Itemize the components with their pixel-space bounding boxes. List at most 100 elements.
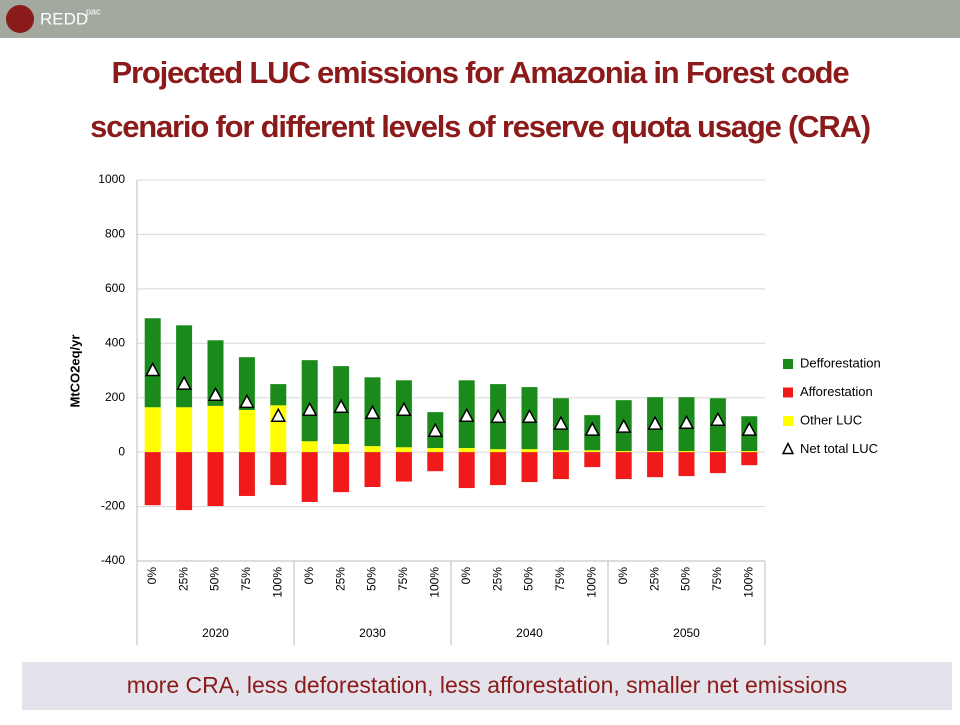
logo-icon	[6, 5, 34, 33]
bar-segment	[427, 448, 444, 453]
bar-segment	[270, 384, 287, 406]
legend-swatch	[783, 387, 793, 398]
net-marker	[396, 401, 412, 416]
x-tick-label: 25%	[176, 567, 190, 591]
bar-segment	[458, 448, 475, 453]
bar-segment	[144, 407, 161, 453]
bar-segment	[584, 452, 601, 468]
x-tick-label: 25%	[490, 567, 504, 591]
slide-title: scenario for different levels of reserve…	[90, 109, 870, 144]
net-marker	[176, 375, 192, 390]
legend-label: Defforestation	[800, 355, 881, 370]
bar-segment	[364, 446, 381, 453]
legend-label: Net total LUC	[800, 441, 878, 456]
x-tick-label: 75%	[710, 567, 724, 591]
net-marker	[678, 414, 695, 430]
y-tick-label: 0	[118, 444, 125, 458]
net-marker	[207, 386, 224, 402]
group-label: 2020	[202, 626, 229, 640]
x-tick-label: 0%	[616, 567, 630, 585]
x-tick-label: 100%	[584, 567, 598, 598]
y-tick-label: 200	[105, 390, 125, 404]
net-marker	[239, 393, 255, 409]
bar-segment	[395, 452, 412, 482]
bar-segment	[364, 452, 381, 487]
y-tick-label: 800	[105, 227, 125, 241]
footer-box	[22, 662, 952, 710]
y-axis-label: MtCO2eq/yr	[67, 335, 82, 408]
net-marker	[427, 422, 444, 437]
group-label: 2050	[673, 626, 700, 640]
bar-segment	[301, 360, 318, 442]
bar-segment	[678, 451, 695, 453]
y-tick-label: 400	[105, 335, 125, 349]
net-marker	[741, 421, 758, 436]
bar-segment	[207, 405, 224, 453]
bar-segment	[238, 357, 255, 410]
bar-segment	[270, 452, 287, 486]
net-marker	[584, 421, 601, 436]
x-tick-label: 50%	[522, 567, 536, 591]
bar-segment	[741, 451, 758, 453]
bar-segment	[207, 452, 224, 507]
y-tick-label: -400	[101, 553, 125, 567]
bar-segment	[395, 447, 412, 453]
bar-segment	[490, 449, 507, 453]
bar-segment	[584, 450, 601, 453]
net-marker	[144, 361, 161, 377]
bar-segment	[144, 452, 161, 506]
bar-segment	[458, 452, 475, 489]
net-marker	[490, 408, 506, 424]
net-marker	[458, 407, 475, 422]
net-marker	[553, 415, 569, 430]
bar-segment	[741, 452, 758, 466]
y-tick-label: -200	[101, 499, 125, 513]
x-tick-label: 0%	[459, 567, 473, 585]
net-marker	[301, 401, 318, 416]
bar-segment	[709, 452, 726, 474]
x-tick-label: 75%	[396, 567, 410, 591]
bar-segment	[647, 451, 664, 453]
y-tick-label: 600	[105, 281, 125, 295]
legend-swatch	[783, 416, 793, 426]
logo-text: REDD	[40, 9, 88, 28]
group-label: 2030	[359, 626, 386, 640]
x-tick-label: 0%	[302, 567, 316, 585]
legend-label: Afforestation	[800, 384, 873, 399]
bar-segment	[333, 443, 350, 453]
group-label: 2040	[516, 626, 543, 640]
x-tick-label: 50%	[208, 567, 222, 591]
bar-segment	[301, 452, 318, 502]
bar-segment	[238, 409, 255, 453]
slide-title: Projected LUC emissions for Amazonia in …	[112, 55, 850, 90]
x-tick-label: 100%	[741, 567, 755, 598]
bar-segment	[552, 452, 569, 480]
bar-segment	[301, 441, 318, 453]
banner	[0, 0, 960, 38]
y-tick-label: 1000	[98, 172, 125, 186]
x-tick-label: 50%	[365, 567, 379, 591]
legend-label: Other LUC	[800, 412, 862, 427]
bar-segment	[238, 452, 255, 496]
bar-segment	[647, 452, 664, 478]
x-tick-label: 75%	[553, 567, 567, 591]
bar-segment	[678, 452, 695, 477]
net-marker	[521, 408, 538, 424]
x-tick-label: 0%	[145, 567, 159, 585]
bar-segment	[176, 407, 193, 453]
bar-segment	[176, 452, 193, 511]
net-marker	[615, 418, 632, 433]
bar-segment	[615, 451, 632, 453]
x-tick-label: 25%	[647, 567, 661, 591]
legend-marker	[781, 441, 795, 455]
net-marker	[364, 404, 381, 419]
x-tick-label: 50%	[679, 567, 693, 591]
bar-segment	[521, 449, 538, 453]
bar-segment	[333, 452, 350, 493]
legend-swatch	[783, 359, 793, 369]
x-tick-label: 25%	[333, 567, 347, 591]
bar-segment	[709, 451, 726, 453]
logo-sup: pac	[86, 6, 101, 16]
